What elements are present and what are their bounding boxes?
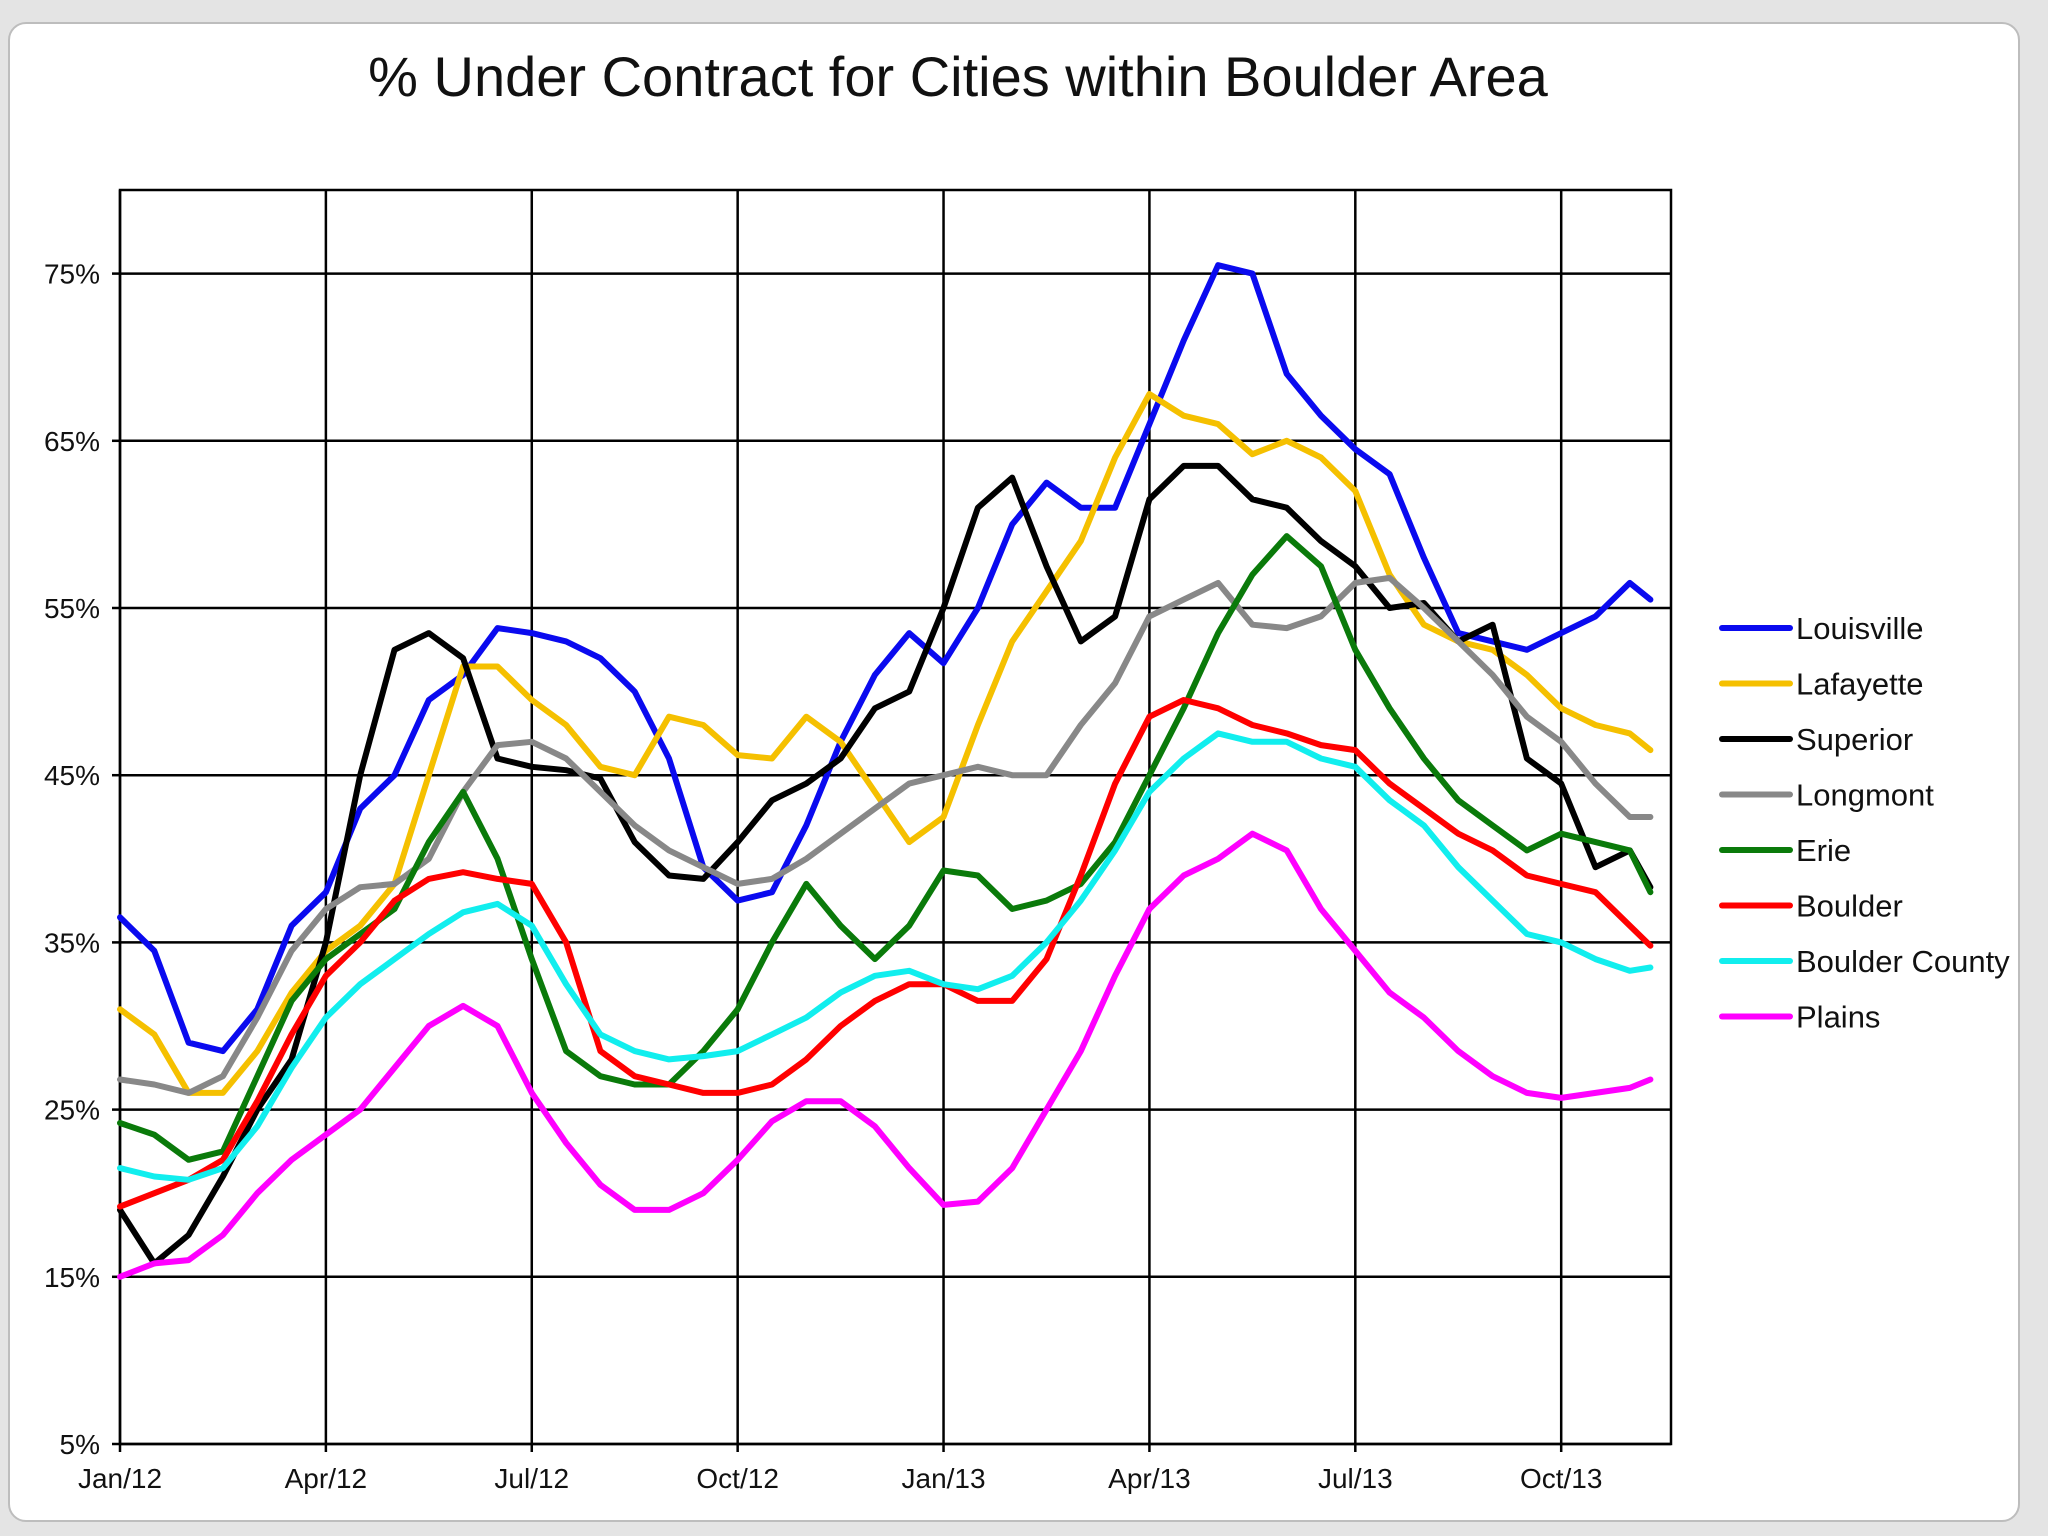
x-tick-label: Jan/13 bbox=[902, 1463, 986, 1494]
y-tick-label: 55% bbox=[44, 593, 100, 624]
chart-window: % Under Contract for Cities within Bould… bbox=[8, 22, 2020, 1522]
series-line-erie bbox=[117, 533, 1654, 1163]
y-tick-label: 35% bbox=[44, 927, 100, 958]
x-tick-label: Apr/12 bbox=[285, 1463, 368, 1494]
series-line-lafayette bbox=[117, 391, 1654, 1096]
y-tick-label: 75% bbox=[44, 259, 100, 290]
y-tick-label: 5% bbox=[60, 1429, 100, 1460]
y-tick-label: 65% bbox=[44, 426, 100, 457]
series-line-boulder bbox=[117, 697, 1654, 1210]
series-line-plains bbox=[117, 830, 1654, 1280]
chart: % Under Contract for Cities within Bould… bbox=[44, 45, 2010, 1494]
series-line-superior bbox=[117, 462, 1654, 1267]
series-line-louisville bbox=[117, 262, 1654, 1055]
legend-label-louisville: Louisville bbox=[1796, 611, 1924, 646]
legend-label-superior: Superior bbox=[1796, 722, 1913, 757]
x-tick-label: Apr/13 bbox=[1108, 1463, 1191, 1494]
legend-label-boulder: Boulder bbox=[1796, 889, 1903, 924]
legend-label-plains: Plains bbox=[1796, 1000, 1880, 1035]
x-tick-label: Jul/13 bbox=[1318, 1463, 1393, 1494]
x-tick-label: Oct/13 bbox=[1520, 1463, 1602, 1494]
y-tick-label: 15% bbox=[44, 1262, 100, 1293]
legend: Louisville Lafayette Superior Longmont Erie B… bbox=[1719, 611, 2010, 1035]
x-tick-label: Oct/12 bbox=[696, 1463, 778, 1494]
legend-label-boulder-county: Boulder County bbox=[1796, 944, 2010, 979]
x-tick-label: Jul/12 bbox=[494, 1463, 569, 1494]
y-tick-label: 25% bbox=[44, 1095, 100, 1126]
y-tick-label: 45% bbox=[44, 760, 100, 791]
x-tick-label: Jan/12 bbox=[78, 1463, 162, 1494]
plot-area: 5% 15% 25% 35% 45% 55% 65% 75% Jan/12 Apr/12 Jul/1… bbox=[44, 188, 1673, 1494]
chart-title: % Under Contract for Cities within Bould… bbox=[368, 45, 1548, 108]
legend-label-erie: Erie bbox=[1796, 833, 1851, 868]
series-line-boulder-county bbox=[117, 730, 1654, 1183]
series-line-longmont bbox=[117, 574, 1654, 1096]
legend-label-longmont: Longmont bbox=[1796, 778, 1934, 813]
legend-label-lafayette: Lafayette bbox=[1796, 667, 1924, 702]
series-group bbox=[117, 262, 1654, 1280]
